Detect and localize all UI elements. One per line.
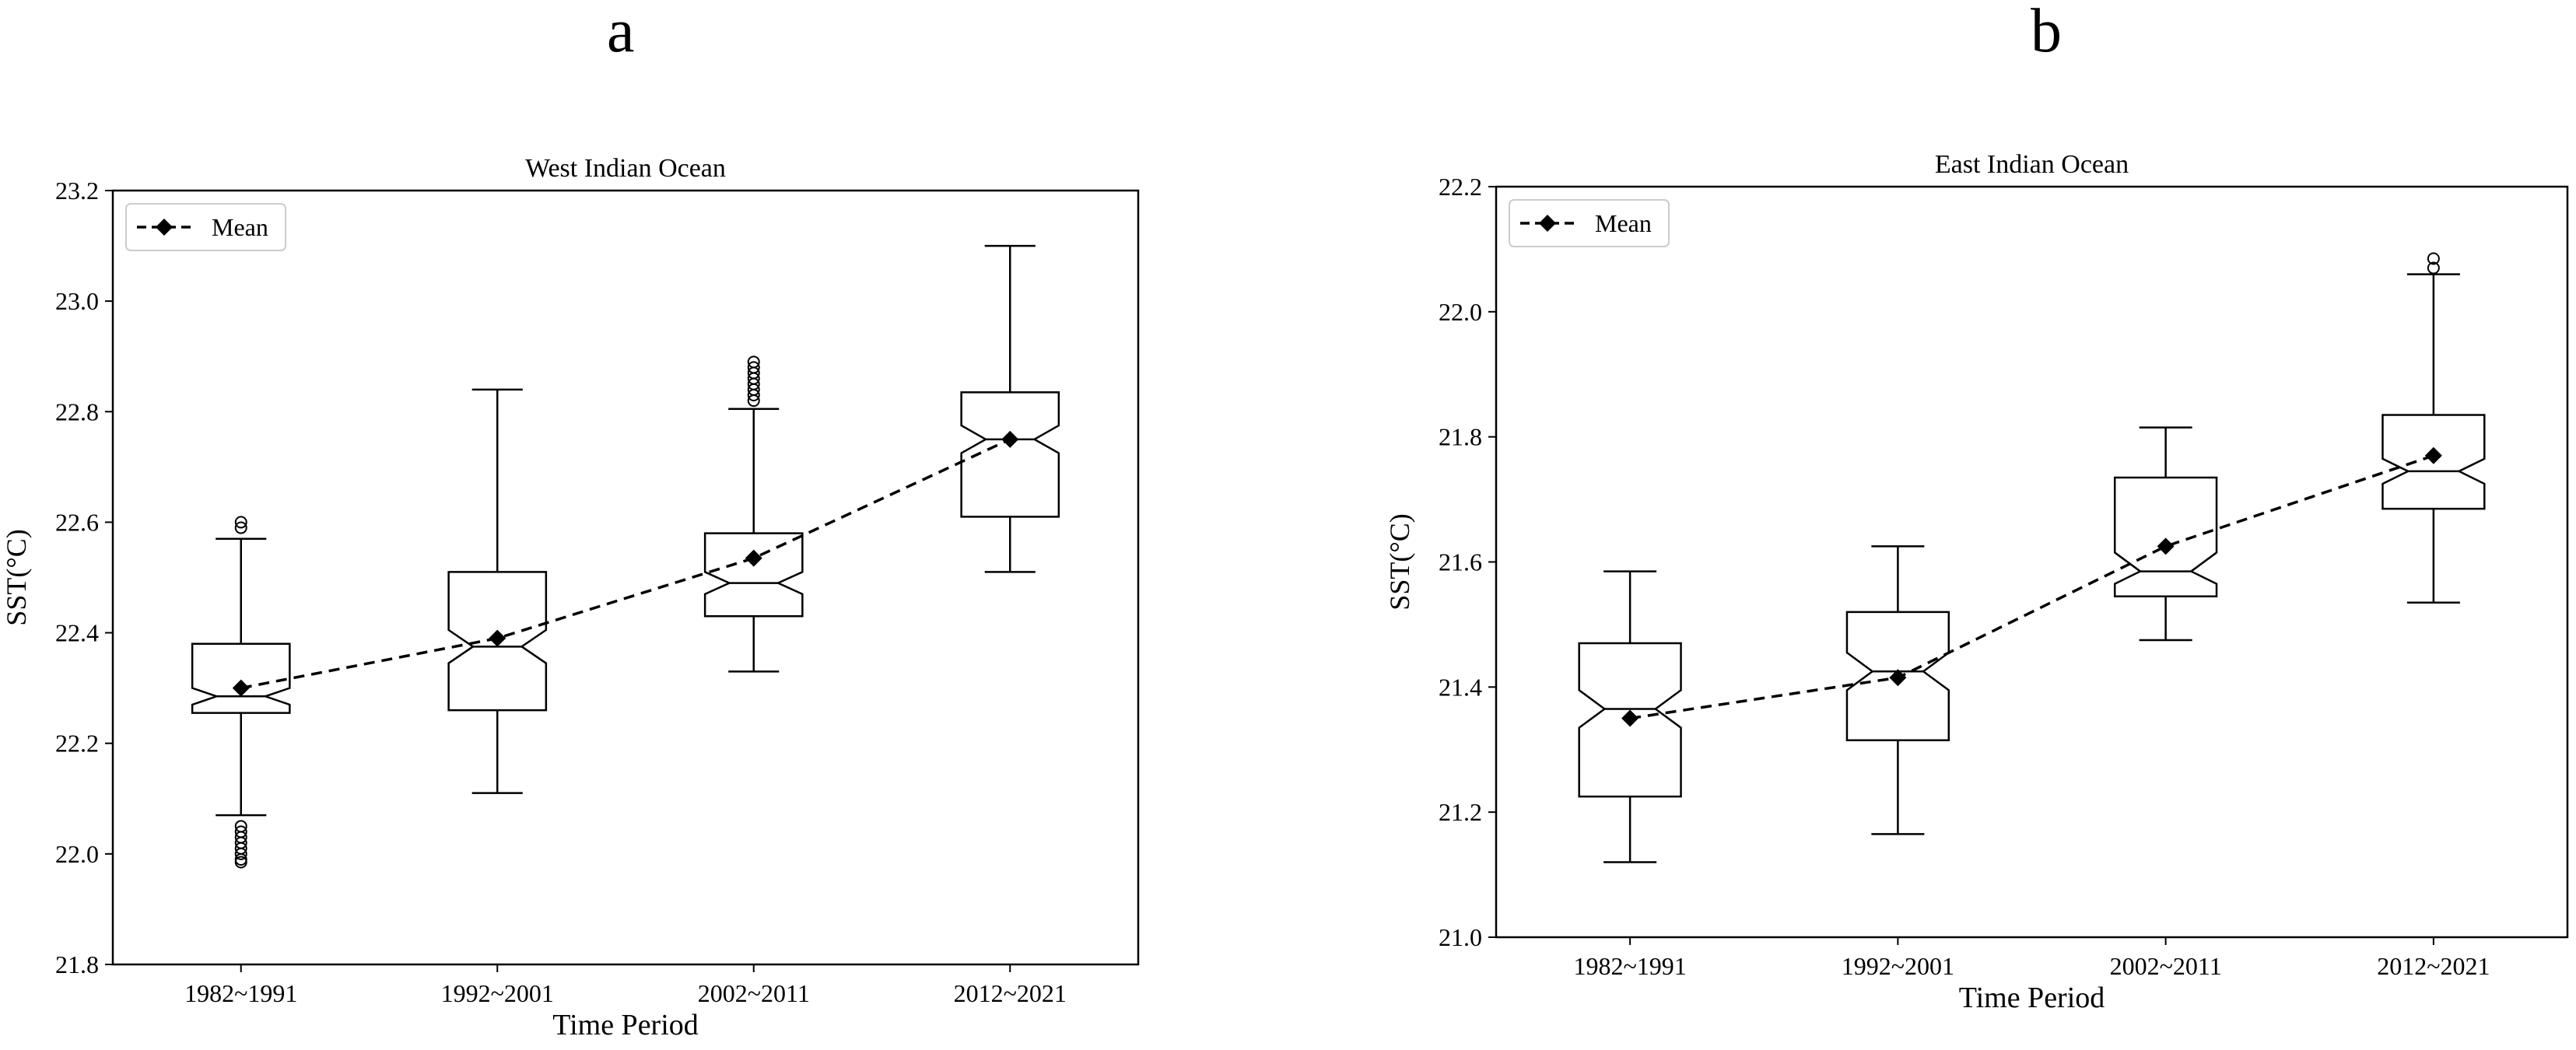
mean-line [1629, 454, 2434, 720]
mean-marker [745, 549, 762, 567]
chart-title: East Indian Ocean [1935, 150, 2129, 179]
y-tick-label: 21.0 [1439, 923, 1482, 951]
x-tick-label: 1982~1991 [184, 979, 297, 1007]
y-tick-label: 22.6 [55, 508, 99, 536]
box [2113, 476, 2218, 597]
outlier-point [234, 521, 247, 534]
y-tick-label: 22.4 [55, 619, 99, 647]
chart-panel-b: East Indian Ocean 21.0 21.2 21.4 21.6 21.8 22.… [1384, 150, 2569, 1014]
legend-box [1509, 199, 1670, 247]
legend-marker [1539, 215, 1556, 232]
outlier-point [2427, 261, 2440, 275]
legend-marker [156, 219, 173, 236]
x-tick-label: 1982~1991 [1573, 952, 1686, 980]
mean-marker [2157, 537, 2175, 555]
plot-frame [111, 189, 1140, 966]
mean-marker [489, 629, 506, 647]
y-tick-label: 23.0 [55, 287, 99, 315]
outlier-point [2427, 252, 2440, 265]
legend-label: Mean [212, 213, 268, 241]
outlier-point [747, 361, 760, 374]
y-tick-label: 21.6 [1439, 548, 1482, 576]
y-tick-label: 23.2 [55, 177, 99, 205]
plot-frame [1495, 185, 2569, 939]
x-tick-label: 2012~2021 [2377, 952, 2490, 980]
y-axis-label: SST(°C) [1384, 513, 1415, 610]
y-tick-label: 22.2 [55, 730, 99, 758]
y-axis-label: SST(°C) [1, 529, 32, 625]
outlier-point [747, 355, 760, 369]
y-tick-label: 21.8 [1439, 423, 1482, 451]
legend-label: Mean [1595, 209, 1652, 237]
x-tick-label: 2012~2021 [954, 979, 1067, 1007]
mean-marker [1889, 669, 1907, 687]
box [703, 532, 804, 618]
y-tick-label: 21.2 [1439, 798, 1482, 826]
box [960, 391, 1060, 518]
y-tick-label: 21.4 [1439, 673, 1482, 701]
panel-label-b: b [2031, 0, 2062, 65]
mean-marker [232, 679, 250, 697]
x-tick-label: 1992~2001 [441, 979, 554, 1007]
outlier-point [234, 516, 247, 529]
x-axis-label: Time Period [552, 1009, 699, 1041]
chart-panel-a: West Indian Ocean 21.8 22.0 22.2 22.4 22.6 22.… [1, 154, 1140, 1041]
y-tick-label: 22.0 [1439, 298, 1482, 326]
mean-line [240, 438, 1011, 690]
y-tick-label: 22.8 [55, 397, 99, 425]
box [191, 642, 291, 714]
legend-box [125, 203, 286, 251]
x-tick-label: 2002~2011 [2110, 952, 2222, 980]
outlier-point [234, 856, 247, 869]
x-tick-label: 1992~2001 [1842, 952, 1954, 980]
panel-label-a: a [607, 0, 635, 65]
mean-marker [1621, 709, 1639, 727]
x-tick-label: 2002~2011 [698, 979, 810, 1007]
y-tick-label: 21.8 [55, 950, 99, 978]
chart-title: West Indian Ocean [525, 154, 726, 183]
outlier-point [234, 847, 247, 860]
y-tick-label: 22.2 [1439, 173, 1482, 201]
mean-marker [2424, 446, 2442, 464]
mean-marker [1001, 430, 1019, 448]
y-tick-label: 22.0 [55, 840, 99, 868]
x-axis-label: Time Period [1959, 982, 2105, 1014]
